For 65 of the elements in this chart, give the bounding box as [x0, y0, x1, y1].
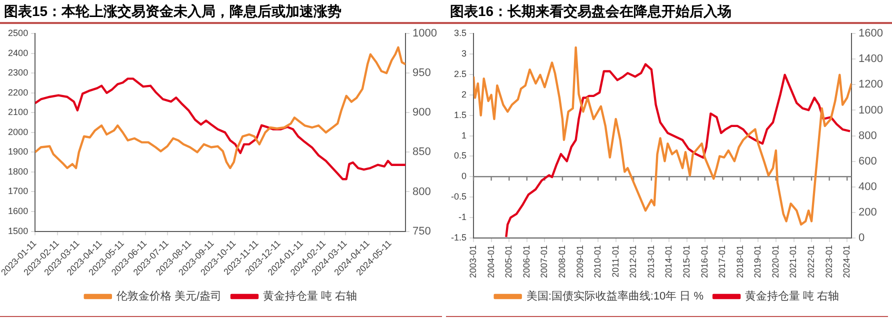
y2-tick-label: 1000	[858, 104, 884, 116]
y2-tick-label: 1600	[858, 28, 884, 40]
y2-tick-label: 750	[412, 225, 431, 238]
x-tick-label: 2024-01	[842, 244, 852, 278]
y2-tick-label: 850	[412, 146, 431, 158]
x-tick-label: 2015-01	[681, 244, 692, 278]
y-tick-label: 2.5	[454, 68, 467, 79]
y-tick-label: 2300	[8, 68, 28, 78]
y2-tick-label: 1200	[858, 78, 884, 91]
x-tick-label: 2013-01	[646, 244, 656, 278]
x-tick-label: 2019-01	[752, 244, 763, 278]
y-tick-label: 1500	[8, 226, 28, 236]
y-tick-label: 2400	[8, 48, 28, 58]
y-tick-label: 1800	[8, 166, 28, 176]
y-tick-label: -1	[458, 212, 467, 222]
x-tick-label: 2016-01	[699, 244, 710, 278]
legend-label: 黄金持仓量 吨 右轴	[745, 290, 840, 303]
x-tick-label: 2012-01	[628, 244, 638, 278]
y2-tick-label: 200	[858, 206, 877, 218]
x-tick-label: 2018-01	[734, 244, 745, 278]
x-tick-label: 2007-01	[539, 244, 550, 278]
y2-tick-label: 600	[858, 155, 877, 168]
chart-title: 图表15：本轮上涨交易资金未入局，降息后或加速涨势	[0, 0, 446, 24]
y2-tick-label: 0	[858, 232, 865, 244]
x-tick-label: 2009-01	[574, 244, 585, 278]
y-tick-label: -0.5	[450, 192, 467, 202]
x-tick-label: 2004-01	[486, 244, 496, 278]
y-tick-label: 0	[461, 171, 467, 182]
legend-label: 黄金持仓量 吨 右轴	[263, 290, 358, 303]
x-tick-label: 2003-01	[468, 244, 478, 278]
y2-tick-label: 800	[858, 130, 877, 142]
y2-tick-label: 1400	[858, 53, 884, 66]
y-tick-label: 2100	[8, 107, 28, 118]
legend-label: 美国:国债实际收益率曲线:10年 日 %	[526, 290, 704, 303]
y-tick-label: 2200	[8, 87, 28, 98]
chart-title: 图表16：长期来看交易盘会在降息开始后入场	[446, 0, 892, 24]
x-tick-label: 2006-01	[521, 244, 532, 278]
x-tick-label: 2011-01	[610, 244, 620, 278]
y2-tick-label: 900	[412, 106, 431, 119]
x-tick-label: 2014-01	[664, 244, 674, 278]
y2-tick-label: 400	[858, 180, 877, 193]
y-tick-label: 1900	[8, 146, 28, 157]
y-tick-label: 3.5	[454, 28, 467, 38]
y-tick-label: 2	[461, 89, 467, 100]
y-tick-label: 1600	[8, 206, 28, 216]
y-tick-label: 0.5	[454, 150, 467, 161]
x-tick-label: 2021-01	[788, 244, 798, 278]
x-tick-label: 2023-01	[824, 244, 834, 278]
y-tick-label: 2000	[8, 126, 28, 137]
x-tick-label: 2022-01	[806, 244, 816, 278]
y2-tick-label: 950	[412, 67, 431, 80]
y-tick-label: 3	[461, 48, 467, 59]
x-tick-label: 2005-01	[504, 244, 514, 278]
legend-label: 伦敦金价格 美元/盎司	[116, 290, 222, 303]
y-tick-label: -1.5	[450, 232, 467, 242]
y2-tick-label: 800	[412, 186, 431, 198]
y-tick-label: 1	[461, 130, 467, 140]
y-tick-label: 2500	[8, 28, 28, 38]
x-tick-label: 2017-01	[717, 244, 728, 278]
x-tick-label: 2010-01	[592, 244, 603, 278]
y-tick-label: 1700	[8, 186, 28, 196]
y-tick-label: 1.5	[454, 110, 467, 120]
x-tick-label: 2008-01	[556, 244, 567, 278]
x-tick-label: 2020-01	[770, 244, 780, 278]
y2-tick-label: 1000	[412, 28, 438, 40]
